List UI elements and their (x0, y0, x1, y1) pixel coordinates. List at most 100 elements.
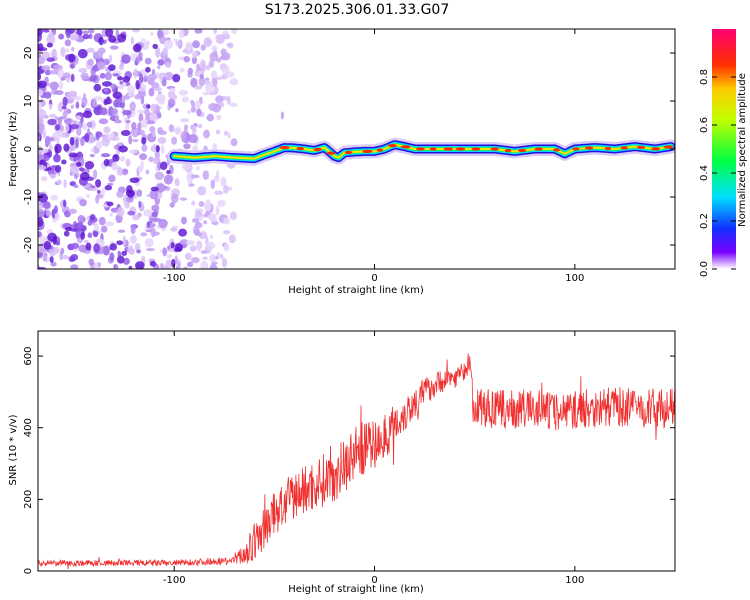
colorbar-tick-label: 0.4 (699, 165, 710, 181)
noise-blob (114, 264, 119, 269)
noise-blob (104, 88, 108, 92)
noise-blob (137, 122, 142, 132)
noise-blob (75, 138, 79, 149)
noise-blob (88, 258, 94, 266)
noise-blob (157, 136, 167, 144)
noise-blob (42, 254, 48, 262)
noise-blob (197, 186, 207, 196)
noise-blob (155, 47, 161, 58)
ridge-peak (620, 146, 628, 150)
noise-blob-strong (116, 240, 124, 246)
noise-blob (47, 118, 57, 126)
noise-blob (180, 131, 187, 141)
noise-blob (213, 85, 219, 95)
noise-blob (149, 112, 159, 123)
noise-blob (205, 39, 213, 45)
noise-blob (73, 184, 79, 189)
noise-blob (223, 243, 230, 252)
noise-blob (204, 77, 210, 82)
noise-blob (55, 124, 61, 131)
noise-blob-strong (79, 172, 90, 181)
snr-x-tick-label: 0 (371, 575, 377, 586)
noise-blob (125, 121, 130, 131)
noise-blob (139, 119, 149, 128)
ridge-peak (651, 147, 661, 151)
noise-blob (65, 91, 73, 99)
noise-blob (191, 50, 198, 59)
noise-blob-strong (106, 201, 114, 207)
noise-blob (144, 57, 152, 65)
noise-blob (160, 262, 164, 269)
noise-blob (197, 243, 201, 253)
noise-blob-strong (68, 53, 76, 63)
noise-blob (95, 140, 103, 149)
noise-blob-strong (61, 159, 67, 165)
ridge-peak (326, 151, 336, 155)
noise-blob (206, 113, 214, 122)
noise-blob-strong (126, 185, 133, 194)
noise-blob (63, 199, 67, 208)
noise-blob (76, 126, 82, 136)
noise-blob (92, 230, 99, 238)
noise-blob (168, 124, 175, 133)
noise-blob (88, 187, 98, 192)
noise-blob (129, 108, 136, 118)
noise-blob (209, 234, 214, 240)
noise-blob (75, 115, 82, 120)
noise-blob (82, 30, 89, 35)
noise-blob (38, 231, 42, 238)
noise-blob (38, 109, 47, 120)
noise-blob (60, 76, 65, 81)
noise-blob (158, 72, 168, 80)
noise-blob-strong (68, 152, 78, 158)
noise-blob (127, 93, 134, 97)
noise-blob (194, 29, 203, 34)
noise-blob (181, 96, 190, 103)
noise-blob (97, 262, 102, 268)
noise-blob (138, 129, 145, 136)
noise-blob (48, 103, 53, 111)
noise-blob-strong (108, 64, 116, 71)
noise-blob (190, 77, 198, 88)
noise-blob-strong (108, 35, 117, 43)
noise-blob (62, 110, 68, 119)
noise-blob-strong (76, 161, 82, 167)
noise-blob (146, 120, 156, 125)
noise-blob (38, 72, 42, 81)
noise-blob (197, 123, 203, 129)
noise-blob (111, 161, 118, 171)
spectrogram-y-tick-label: -10 (23, 189, 34, 205)
noise-blob (75, 230, 81, 239)
noise-blob (40, 148, 49, 154)
noise-blob (122, 168, 129, 175)
noise-blob (231, 29, 238, 35)
noise-blob (138, 200, 142, 209)
noise-blob (136, 189, 143, 197)
noise-blob (175, 108, 179, 113)
noise-blob (116, 167, 124, 176)
noise-blob (85, 194, 91, 198)
ridge-peak (504, 148, 512, 153)
ridge-peak (429, 147, 437, 151)
noise-blob (101, 187, 106, 197)
noise-blob-strong (80, 231, 86, 240)
noise-blob (98, 216, 106, 226)
noise-blob (128, 135, 133, 145)
noise-blob (110, 208, 116, 212)
noise-blob (134, 59, 139, 66)
noise-blob (109, 45, 119, 50)
noise-blob-strong (116, 255, 125, 264)
noise-blob (116, 190, 124, 198)
noise-blob (173, 94, 178, 100)
noise-blob (46, 57, 55, 62)
noise-blob (82, 92, 87, 102)
noise-blob (181, 118, 189, 122)
noise-blob (187, 67, 193, 75)
spectrogram-x-tick-label: -100 (163, 273, 186, 284)
noise-blob (149, 126, 156, 133)
noise-blob (216, 251, 221, 258)
noise-blob (135, 56, 143, 62)
noise-blob-strong (146, 104, 151, 109)
noise-blob (153, 87, 162, 92)
noise-blob (82, 122, 87, 131)
